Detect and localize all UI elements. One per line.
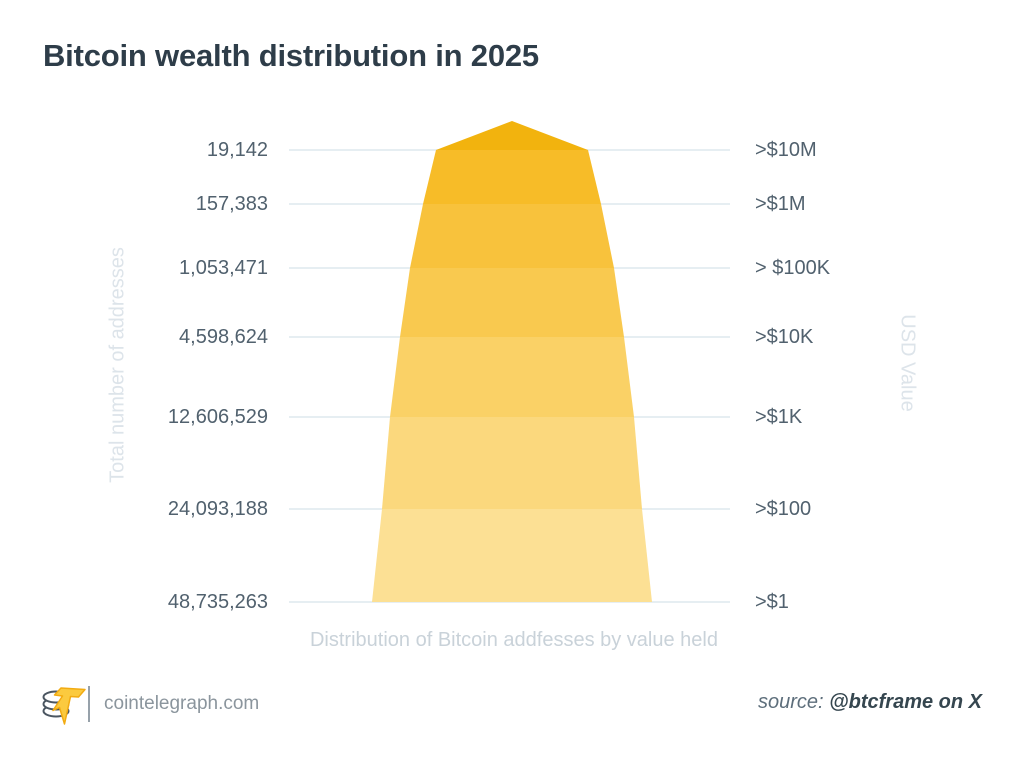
tick-usd-value: >$1 (755, 591, 789, 613)
source-prefix: source: (757, 691, 824, 713)
page-title: Bitcoin wealth distribution in 2025 (43, 38, 539, 73)
tick-usd-value: > $100K (755, 257, 831, 279)
source-handle: @btcframe on X (829, 691, 982, 713)
site-name: cointelegraph.com (104, 693, 260, 714)
funnel-band (410, 204, 614, 268)
tick-usd-value: >$1K (755, 406, 803, 428)
funnel-band (423, 150, 601, 204)
tick-usd-value: >$10M (755, 139, 817, 161)
tick-addresses: 157,383 (195, 193, 268, 215)
funnel-band (400, 268, 624, 337)
tick-usd-value: >$1M (755, 193, 806, 215)
tick-usd-value: >$10K (755, 326, 814, 348)
footer: cointelegraph.com source: @btcframe on X (40, 684, 984, 730)
tick-addresses: 19,142 (206, 139, 268, 161)
funnel-cap (436, 121, 588, 150)
funnel-band (372, 509, 652, 602)
tick-addresses: 1,053,471 (179, 257, 268, 279)
y-axis-title-right: USD Value (896, 314, 919, 412)
tick-addresses: 4,598,624 (179, 326, 268, 348)
tick-addresses: 24,093,188 (167, 498, 268, 520)
tick-addresses: 12,606,529 (167, 406, 268, 428)
footer-divider (88, 686, 90, 722)
tick-usd-value: >$100 (755, 498, 812, 520)
chart-caption: Distribution of Bitcoin addfesses by val… (309, 629, 718, 651)
funnel-band (390, 337, 634, 417)
cointelegraph-logo-icon (42, 687, 86, 725)
funnel-band (382, 417, 642, 509)
source-credit: source: @btcframe on X (758, 691, 982, 714)
tick-addresses: 48,735,263 (167, 591, 268, 613)
y-axis-title-left: Total number of addresses (106, 247, 129, 483)
